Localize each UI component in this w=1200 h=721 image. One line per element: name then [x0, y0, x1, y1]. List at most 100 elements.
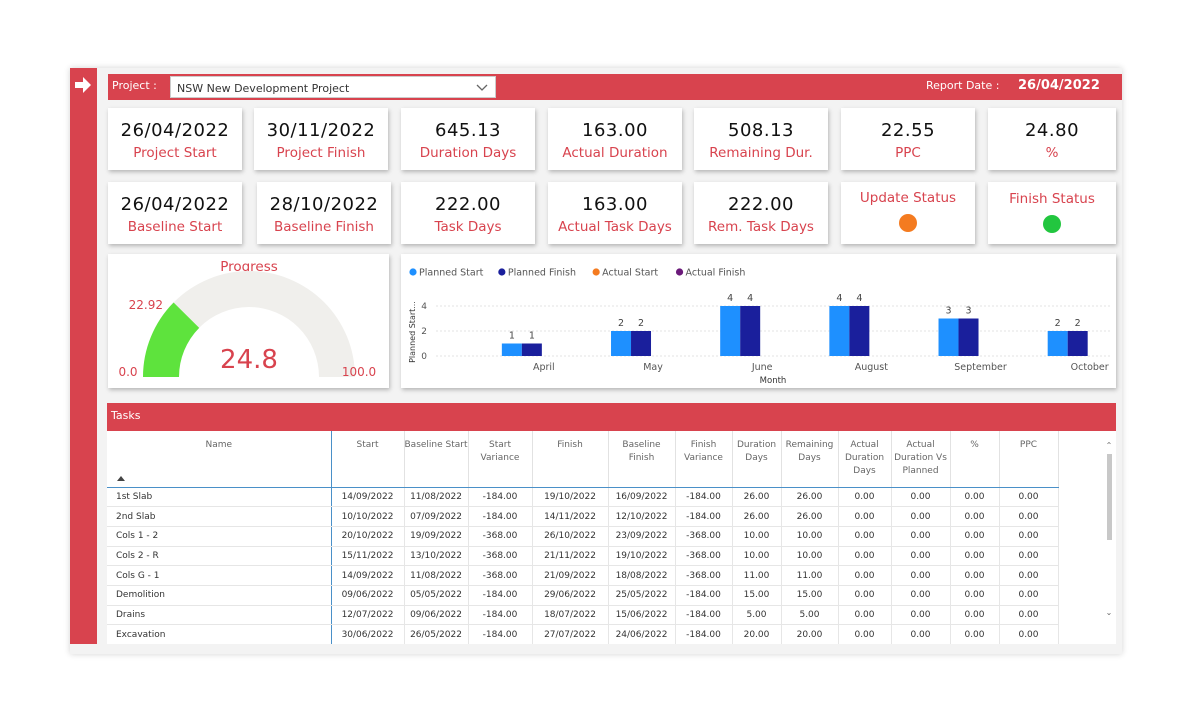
gauge-title: Progress [220, 259, 278, 275]
x-tick-label: June [751, 362, 773, 373]
y-tick-label: 2 [421, 327, 427, 337]
kpi-card-actual-task-days: 163.00 Actual Task Days [548, 182, 682, 244]
table-cell: 23/09/2022 [608, 526, 676, 547]
table-cell: 0.00 [950, 624, 1000, 644]
table-row[interactable]: 2nd Slab 10/10/2022 07/09/2022 -184.00 14/11… [107, 506, 1059, 527]
table-cell: 0.00 [838, 546, 892, 567]
bar-planned-start [720, 306, 741, 356]
bar-data-label: 3 [945, 306, 951, 317]
kpi-value: 30/11/2022 [266, 120, 376, 141]
tasks-table-panel: Name Start Baseline Start Start Variance Fin… [107, 431, 1116, 644]
bar-planned-start [829, 306, 850, 356]
column-header[interactable]: Baseline Start [404, 431, 469, 488]
bar-data-label: 2 [1075, 318, 1081, 329]
column-header[interactable]: Finish Variance [675, 431, 733, 488]
x-tick-label: May [643, 362, 663, 373]
bar-planned-finish [631, 331, 652, 356]
finish-status-card: Finish Status [988, 182, 1116, 244]
table-row[interactable]: Excavation 30/06/2022 26/05/2022 -184.00 27/… [107, 624, 1059, 644]
table-cell: 21/11/2022 [532, 546, 609, 567]
kpi-caption: Task Days [434, 219, 502, 235]
kpi-value: 26/04/2022 [120, 120, 230, 141]
table-cell: 0.00 [950, 506, 1000, 527]
y-tick-label: 0 [421, 352, 427, 362]
project-dropdown[interactable]: NSW New Development Project [170, 76, 496, 98]
column-header[interactable]: Remaining Days [781, 431, 839, 488]
table-cell: 09/06/2022 [331, 585, 405, 606]
column-header[interactable]: % [950, 431, 1000, 488]
column-header[interactable]: Name [107, 431, 332, 488]
table-cell: 0.00 [950, 565, 1000, 586]
finish-status-label: Finish Status [1009, 191, 1095, 207]
table-cell: 0.00 [891, 526, 951, 547]
table-cell: 0.00 [838, 605, 892, 626]
table-row[interactable]: 1st Slab 14/09/2022 11/08/2022 -184.00 19/10… [107, 487, 1059, 508]
kpi-value: 222.00 [435, 194, 501, 215]
table-row[interactable]: Cols 1 - 2 20/10/2022 19/09/2022 -368.00 26/… [107, 526, 1059, 547]
sort-ascending-icon[interactable] [117, 475, 125, 481]
table-body: 1st Slab 14/09/2022 11/08/2022 -184.00 19/10… [107, 487, 1059, 644]
table-cell: 26.00 [781, 506, 839, 527]
table-cell: 25/05/2022 [608, 585, 676, 606]
project-dropdown-value: NSW New Development Project [177, 82, 350, 95]
table-row[interactable]: Demolition 09/06/2022 05/05/2022 -184.00 29/… [107, 585, 1059, 606]
column-header[interactable]: Baseline Finish [608, 431, 676, 488]
table-cell: 0.00 [891, 605, 951, 626]
table-cell: 07/09/2022 [404, 506, 469, 527]
table-cell: 09/06/2022 [404, 605, 469, 626]
task-name-cell: Cols G - 1 [107, 565, 332, 586]
table-cell: 15.00 [732, 585, 782, 606]
kpi-card-ppc: 22.55 PPC [841, 108, 975, 170]
table-cell: 14/11/2022 [532, 506, 609, 527]
column-header[interactable]: Start Variance [468, 431, 533, 488]
table-cell: 0.00 [891, 585, 951, 606]
column-header[interactable]: Duration Days [732, 431, 782, 488]
scroll-down-icon[interactable]: ⌄ [1105, 608, 1113, 617]
task-name-cell: Demolition [107, 585, 332, 606]
table-cell: 10.00 [732, 526, 782, 547]
kpi-value: 222.00 [728, 194, 794, 215]
table-cell: 0.00 [999, 585, 1059, 606]
gauge-value: 24.8 [220, 345, 278, 375]
table-cell: 11/08/2022 [404, 487, 469, 508]
planned-start-chart-panel: Planned Start Planned Finish Actual Start A… [401, 254, 1116, 388]
update-status-card: Update Status [841, 182, 975, 244]
table-cell: -184.00 [468, 624, 533, 644]
bar-data-label: 2 [618, 318, 624, 329]
column-header[interactable]: Finish [532, 431, 609, 488]
kpi-caption: Baseline Finish [274, 219, 374, 235]
column-header[interactable]: Actual Duration Days [838, 431, 892, 488]
table-row[interactable]: Drains 12/07/2022 09/06/2022 -184.00 18/07/2… [107, 605, 1059, 626]
table-row[interactable]: Cols 2 - R 15/11/2022 13/10/2022 -368.00 21/… [107, 546, 1059, 567]
x-tick-label: August [855, 362, 889, 373]
kpi-card-actual-duration: 163.00 Actual Duration [548, 108, 682, 170]
tasks-header: Tasks [107, 403, 1116, 431]
column-header[interactable]: Start [331, 431, 405, 488]
gauge-fill [143, 302, 200, 377]
bar-planned-start [611, 331, 632, 356]
task-name-cell: Excavation [107, 624, 332, 644]
arrow-right-icon[interactable] [74, 76, 92, 94]
bar-data-label: 2 [638, 318, 644, 329]
scroll-up-icon[interactable]: ⌃ [1105, 441, 1113, 450]
legend-label: Planned Finish [508, 268, 576, 279]
bar-data-label: 4 [836, 293, 842, 304]
column-header[interactable]: PPC [999, 431, 1059, 488]
gauge-min-label: 0.0 [118, 365, 137, 379]
scroll-thumb[interactable] [1106, 454, 1112, 540]
table-cell: 14/09/2022 [331, 565, 405, 586]
table-scrollbar[interactable]: ⌃ ⌄ [1105, 441, 1113, 626]
table-cell: 19/09/2022 [404, 526, 469, 547]
table-cell: 29/06/2022 [532, 585, 609, 606]
table-cell: 16/09/2022 [608, 487, 676, 508]
bar-planned-finish [849, 306, 870, 356]
bar-planned-start [1047, 331, 1068, 356]
bar-data-label: 1 [509, 331, 515, 342]
table-cell: 0.00 [999, 487, 1059, 508]
bar-planned-finish [740, 306, 761, 356]
kpi-value: 508.13 [728, 120, 794, 141]
table-cell: 24/06/2022 [608, 624, 676, 644]
column-header[interactable]: Actual Duration Vs Planned [891, 431, 951, 488]
table-cell: 12/07/2022 [331, 605, 405, 626]
table-row[interactable]: Cols G - 1 14/09/2022 11/08/2022 -368.00 21/… [107, 565, 1059, 586]
